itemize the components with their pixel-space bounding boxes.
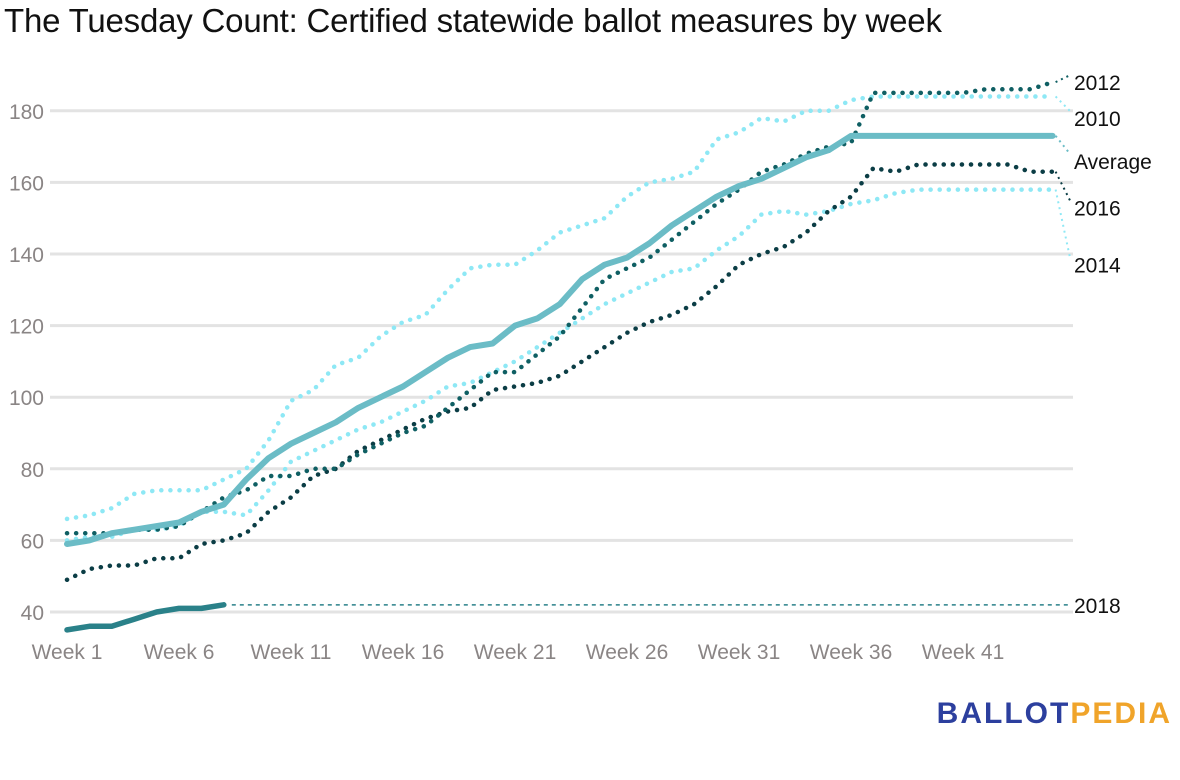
x-tick-label: Week 6 bbox=[144, 641, 215, 664]
series-line-2016 bbox=[64, 162, 1055, 583]
leader-line-2010 bbox=[1054, 95, 1071, 112]
x-axis-ticks: Week 1 Week 6 Week 11 Week 16 Week 21 Week 26… bbox=[32, 641, 1005, 664]
series-label-2016: 2016 bbox=[1074, 197, 1121, 220]
x-tick-label: Week 16 bbox=[362, 641, 445, 664]
series-line-average bbox=[64, 132, 1056, 547]
y-tick-label: 80 bbox=[21, 459, 44, 482]
logo-part-ballot: BALLOT bbox=[936, 697, 1071, 730]
gridlines bbox=[50, 109, 1073, 614]
leader-line-2012 bbox=[1055, 74, 1071, 84]
y-tick-label: 40 bbox=[21, 602, 44, 625]
x-tick-label: Week 36 bbox=[810, 641, 893, 664]
series-label-2010: 2010 bbox=[1074, 108, 1121, 131]
y-tick-label: 160 bbox=[9, 172, 44, 195]
y-tick-label: 180 bbox=[9, 101, 44, 124]
series-label-average: Average bbox=[1074, 151, 1152, 174]
series-lines bbox=[64, 74, 1071, 633]
y-tick-label: 60 bbox=[21, 530, 44, 553]
series-label-2018: 2018 bbox=[1074, 595, 1121, 618]
series-line-2014 bbox=[64, 187, 1055, 543]
series-line-2012 bbox=[64, 79, 1055, 536]
x-tick-label: Week 41 bbox=[922, 641, 1005, 664]
x-tick-label: Week 31 bbox=[698, 641, 781, 664]
series-label-2012: 2012 bbox=[1074, 72, 1121, 95]
y-tick-label: 120 bbox=[9, 316, 44, 339]
series-line-2010 bbox=[64, 94, 1055, 522]
chart-title: The Tuesday Count: Certified statewide b… bbox=[4, 2, 942, 39]
y-tick-label: 140 bbox=[9, 244, 44, 267]
series-line-2018 bbox=[64, 602, 227, 633]
x-tick-label: Week 11 bbox=[251, 641, 332, 664]
y-axis-ticks: 40 60 80 100 120 140 160 180 bbox=[9, 101, 44, 625]
series-label-2014: 2014 bbox=[1074, 255, 1121, 278]
x-tick-label: Week 26 bbox=[586, 641, 669, 664]
leader-line-average bbox=[1054, 135, 1071, 155]
x-tick-label: Week 1 bbox=[32, 641, 103, 664]
leader-line-2014 bbox=[1054, 189, 1071, 258]
ballotpedia-logo: BALLOTPEDIA bbox=[937, 697, 1172, 731]
series-labels: 2010 2014 2016 2012 Average 2018 bbox=[1074, 72, 1152, 618]
y-tick-label: 100 bbox=[9, 387, 44, 410]
logo-part-pedia: PEDIA bbox=[1070, 697, 1172, 730]
x-tick-label: Week 21 bbox=[474, 641, 557, 664]
